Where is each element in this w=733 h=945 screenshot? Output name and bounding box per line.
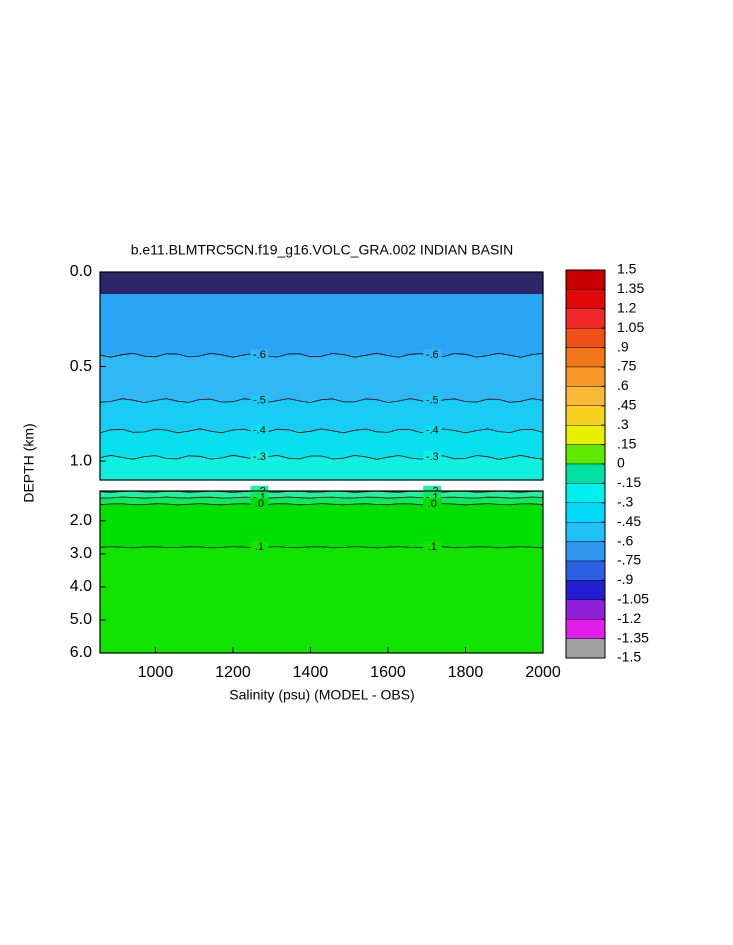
colorbar-swatch: [565, 599, 606, 620]
colorbar-label: -1.35: [617, 629, 649, 645]
x-tick-label: 1800: [448, 664, 484, 681]
contour-line: [99, 454, 544, 460]
colorbar-swatch: [565, 289, 606, 309]
contour-line: [99, 398, 544, 404]
colorbar-swatch: [565, 580, 606, 601]
y-tick-label: 2.0: [70, 512, 92, 529]
colorbar-label: -.75: [617, 552, 641, 568]
contour-line: [99, 428, 544, 434]
contour-label-bg: [423, 394, 442, 407]
contour-label-bg: [250, 349, 269, 362]
contour-label-bg: [250, 541, 269, 554]
x-tick-label: 1200: [215, 664, 251, 681]
contour-label-bg: [250, 451, 269, 464]
colorbar-swatch: [565, 269, 606, 290]
colorbar-swatch: [565, 463, 606, 484]
contour-label: .0: [428, 498, 437, 510]
contour-line: [99, 352, 544, 358]
contour-band: [100, 457, 543, 480]
colorbar-label: -1.2: [617, 610, 641, 626]
contour-label-bg: [423, 451, 442, 464]
colorbar-label: 0: [617, 455, 625, 471]
contour-line: [99, 546, 544, 549]
y-tick-label: 1.0: [70, 452, 92, 469]
contour-label: -.5: [426, 394, 439, 406]
contour-label: -.3: [253, 451, 266, 463]
colorbar-swatch: [565, 386, 606, 406]
colorbar-swatch: [565, 347, 606, 368]
contour-label-bg: [423, 349, 442, 362]
chart-title: b.e11.BLMTRC5CN.f19_g16.VOLC_GRA.002 IND…: [131, 242, 514, 258]
colorbar-label: 1.2: [617, 300, 637, 316]
colorbar-swatch: [565, 522, 606, 542]
colorbar-label: .45: [617, 397, 637, 413]
y-tick-label: 0.0: [70, 263, 92, 280]
contour-label-bg: [423, 541, 442, 554]
y-tick-label: 6.0: [70, 644, 92, 661]
contour-label: -.4: [426, 425, 439, 437]
contour-label: -.4: [253, 425, 266, 437]
contour-label: .0: [255, 498, 264, 510]
colorbar-label: .3: [617, 416, 629, 432]
contour-band: [100, 547, 543, 653]
contour-line: [99, 496, 544, 499]
colorbar-swatch: [565, 560, 606, 581]
colorbar-swatch: [565, 328, 606, 348]
colorbar-label: -1.05: [617, 591, 649, 607]
colorbar-swatch: [565, 619, 606, 639]
colorbar-label: -.3: [617, 494, 634, 510]
colorbar-label: .9: [617, 338, 629, 354]
panel-frame: [99, 490, 544, 654]
y-tick-label: 4.0: [70, 578, 92, 595]
x-tick-label: 1000: [138, 664, 174, 681]
colorbar-swatch: [565, 405, 606, 426]
colorbar-label: .75: [617, 358, 637, 374]
contour-label-bg: [250, 424, 269, 437]
x-tick-label: 1400: [293, 664, 329, 681]
contour-label-bg: [423, 424, 442, 437]
colorbar-swatch: [565, 541, 606, 562]
surface-band: [100, 272, 543, 294]
contour-line: [99, 503, 544, 506]
colorbar-swatch: [565, 483, 606, 503]
contour-label: .1: [428, 541, 437, 553]
colorbar-label: 1.05: [617, 319, 644, 335]
contour-label-bg: [250, 498, 269, 511]
contour-label: -.6: [253, 349, 266, 361]
x-tick-label: 1600: [370, 664, 406, 681]
y-axis-label: DEPTH (km): [21, 423, 37, 502]
x-tick-label: 2000: [525, 664, 561, 681]
x-axis-label: Salinity (psu) (MODEL - OBS): [229, 687, 414, 703]
colorbar-swatch: [565, 366, 606, 387]
colorbar-swatch: [565, 444, 606, 465]
contour-label-bg: [423, 498, 442, 511]
colorbar-swatch: [565, 425, 606, 445]
colorbar-label: -.45: [617, 513, 641, 529]
colorbar-swatch: [565, 502, 606, 523]
colorbar-label: .6: [617, 377, 629, 393]
colorbar-label: -.9: [617, 571, 634, 587]
contour-label: .1: [255, 541, 264, 553]
y-tick-label: 0.5: [70, 358, 92, 375]
colorbar-label: -.6: [617, 532, 634, 548]
colorbar-label: .15: [617, 435, 637, 451]
colorbar-label: 1.5: [617, 261, 637, 277]
colorbar-swatch: [565, 308, 606, 329]
contour-label: -.5: [253, 394, 266, 406]
colorbar-swatch: [565, 638, 606, 659]
y-tick-label: 3.0: [70, 545, 92, 562]
y-tick-label: 5.0: [70, 611, 92, 628]
panel-frame: [99, 271, 544, 481]
colorbar-label: -.15: [617, 474, 641, 490]
colorbar-label: -1.5: [617, 649, 641, 665]
contour-label: -.3: [426, 451, 439, 463]
contour-label: -.6: [426, 349, 439, 361]
contour-label-bg: [250, 394, 269, 407]
colorbar-label: 1.35: [617, 280, 644, 296]
